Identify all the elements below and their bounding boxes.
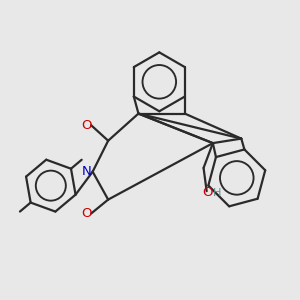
Text: O: O (81, 207, 92, 220)
Text: O: O (202, 186, 212, 199)
Text: N: N (82, 165, 92, 178)
Text: O: O (81, 119, 92, 132)
Text: H: H (213, 188, 222, 198)
